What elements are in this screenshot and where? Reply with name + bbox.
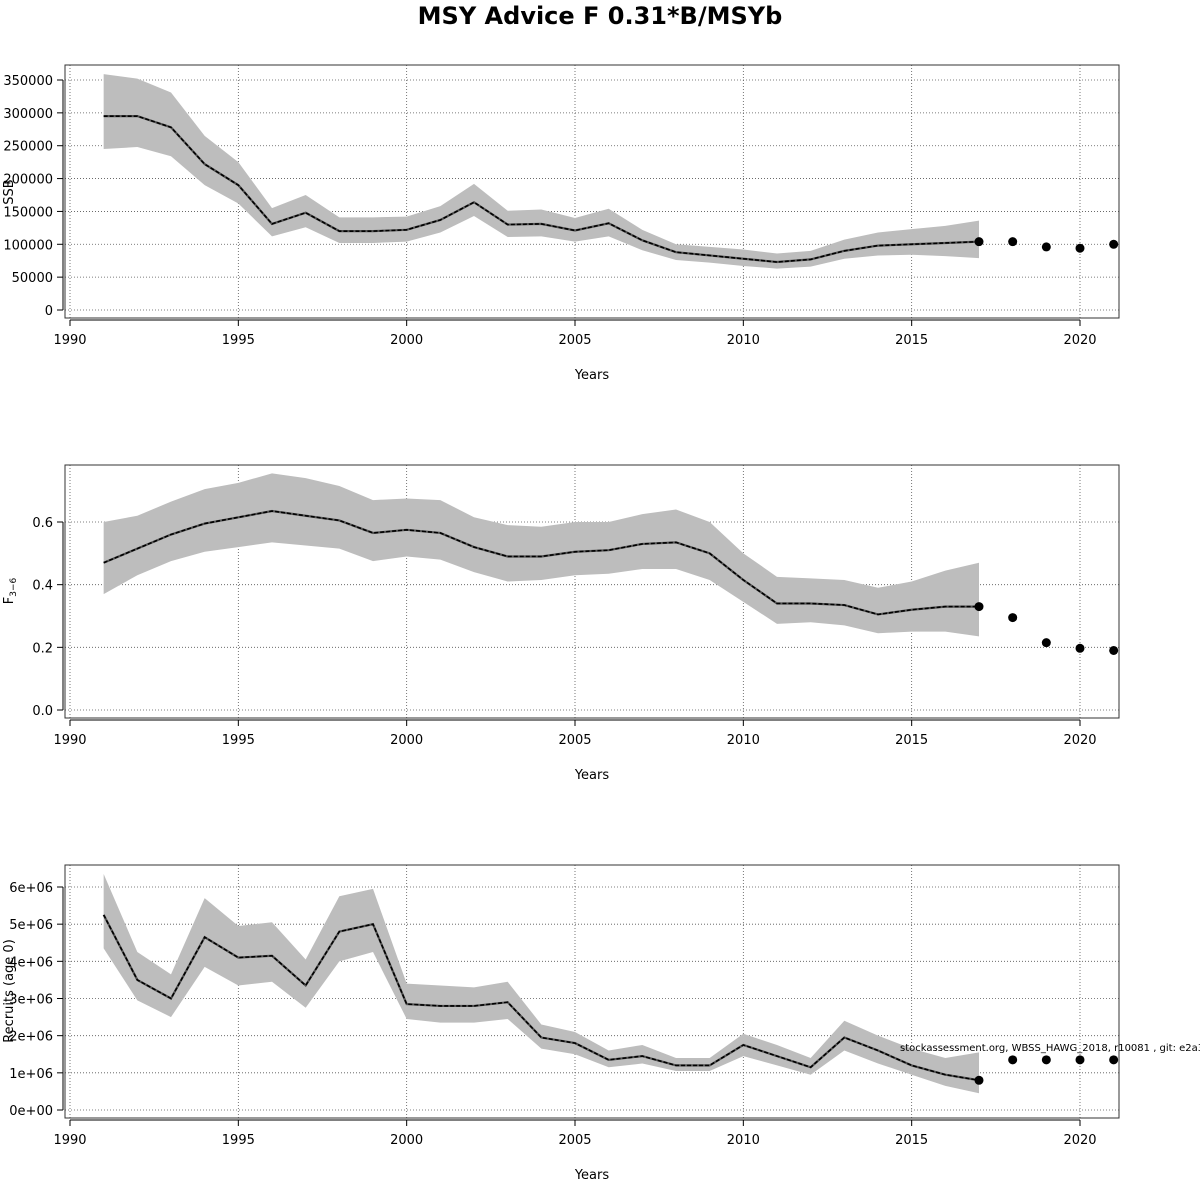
forecast-point <box>1109 645 1119 655</box>
x-tick-label: 1990 <box>53 1133 86 1148</box>
chart-title: MSY Advice F 0.31*B/MSYb <box>417 2 783 30</box>
forecast-point <box>1075 243 1085 253</box>
estimate-line-dashed <box>103 115 980 263</box>
x-tick-label: 2005 <box>558 1133 591 1148</box>
y-tick-label: 4e+06 <box>9 955 53 970</box>
footnote-annotation: stockassessment.org, WBSS_HAWG_2018, r10… <box>900 1043 1200 1054</box>
x-tick-label: 2010 <box>727 333 760 348</box>
y-axis-label: SSB <box>2 179 17 204</box>
forecast-point <box>1008 613 1018 623</box>
x-tick-label: 2020 <box>1063 333 1096 348</box>
forecast-point <box>1008 237 1018 247</box>
x-tick-label: 2000 <box>390 333 423 348</box>
y-tick-label: 150000 <box>3 205 53 220</box>
y-tick-label: 3e+06 <box>9 993 53 1008</box>
x-tick-label: 1995 <box>222 733 255 748</box>
plot-frame <box>64 464 1120 719</box>
y-tick-label: 5e+06 <box>9 918 53 933</box>
plot-frame <box>64 64 1120 319</box>
x-tick-label: 2015 <box>895 333 928 348</box>
confidence-band <box>103 473 979 637</box>
forecast-point <box>1075 1055 1085 1065</box>
forecast-point <box>974 1075 984 1085</box>
y-tick-label: 350000 <box>3 74 53 89</box>
x-axis-label: Years <box>574 1168 610 1183</box>
x-tick-label: 1995 <box>222 333 255 348</box>
x-tick-label: 2010 <box>727 733 760 748</box>
forecast-point <box>1075 643 1085 653</box>
x-axis-label: Years <box>574 368 610 383</box>
y-tick-label: 300000 <box>3 107 53 122</box>
x-tick-label: 2005 <box>558 333 591 348</box>
plot-frame <box>64 864 1120 1119</box>
recruits-panel: 1990 1995 2000 2005 2010 2015 2020 Years 0e+00 1e… <box>2 864 1200 1183</box>
ssb-panel: 1990 1995 2000 2005 2010 2015 2020 Years 0 50000 1… <box>2 64 1120 383</box>
y-tick-label: 250000 <box>3 140 53 155</box>
x-axis-label: Years <box>574 768 610 783</box>
y-tick-label: 100000 <box>3 238 53 253</box>
x-tick-label: 1995 <box>222 1133 255 1148</box>
estimate-line-dashed <box>102 914 980 1082</box>
x-tick-label: 1990 <box>53 733 86 748</box>
confidence-band <box>103 873 979 1094</box>
x-tick-label: 2000 <box>390 733 423 748</box>
confidence-band <box>103 74 979 269</box>
forecast-point <box>974 237 984 247</box>
y-tick-label: 0.2 <box>32 641 53 656</box>
forecast-point <box>974 602 984 612</box>
fishing-mortality-panel: 1990 1995 2000 2005 2010 2015 2020 Years 0.0 0.2 0… <box>2 464 1120 783</box>
forecast-point <box>1041 242 1051 252</box>
y-axis-label-main: F <box>2 597 17 604</box>
forecast-point <box>1109 1055 1119 1065</box>
estimate-line-dashed <box>103 510 979 616</box>
y-tick-label: 1e+06 <box>9 1067 53 1082</box>
x-tick-label: 2015 <box>895 1133 928 1148</box>
y-tick-label: 0.6 <box>32 516 53 531</box>
y-tick-label: 0 <box>45 304 53 319</box>
y-tick-label: 0.0 <box>32 704 53 719</box>
y-tick-label: 200000 <box>3 173 53 188</box>
x-tick-label: 1990 <box>53 333 86 348</box>
y-tick-label: 0.4 <box>32 579 53 594</box>
y-tick-label: 2e+06 <box>9 1030 53 1045</box>
y-tick-label: 0e+00 <box>9 1104 53 1119</box>
y-axis-label: Recruits (age 0) <box>2 939 17 1043</box>
x-tick-label: 2015 <box>895 733 928 748</box>
x-tick-label: 2020 <box>1063 1133 1096 1148</box>
forecast-point <box>1109 239 1119 249</box>
forecast-point <box>1041 1055 1051 1065</box>
forecast-point <box>1008 1055 1018 1065</box>
forecast-point <box>1041 638 1051 648</box>
x-tick-label: 2000 <box>390 1133 423 1148</box>
x-tick-label: 2020 <box>1063 733 1096 748</box>
x-tick-label: 2005 <box>558 733 591 748</box>
y-axis-label-subscript: 3−6 <box>9 577 19 596</box>
y-tick-label: 6e+06 <box>9 881 53 896</box>
x-tick-label: 2010 <box>727 1133 760 1148</box>
y-tick-label: 50000 <box>12 271 53 286</box>
y-axis-label: F3−6 <box>2 577 19 604</box>
